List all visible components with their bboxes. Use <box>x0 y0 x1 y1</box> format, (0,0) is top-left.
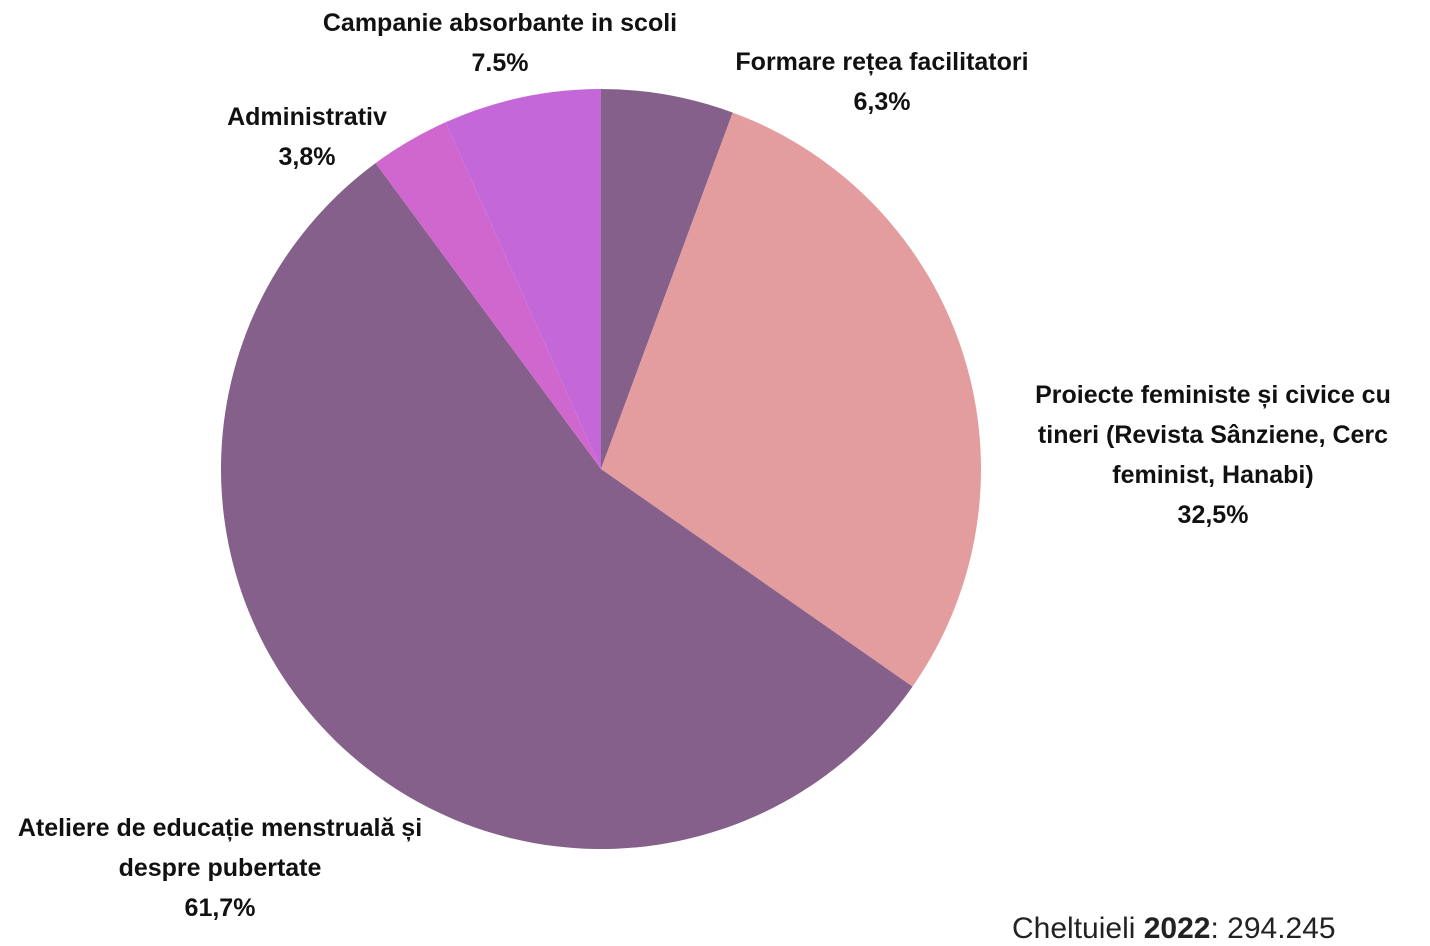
pie-slice <box>601 112 982 687</box>
slice-label: Proiecte feministe și civice cu tineri (… <box>1008 375 1418 535</box>
category-name: Administrativ <box>227 103 387 131</box>
pie-slice <box>601 89 733 469</box>
footer-year: 2022 <box>1143 912 1211 945</box>
value-label: 7.5% <box>471 49 529 77</box>
slice-label: Formare rețea facilitatori 6,3% <box>692 42 1072 122</box>
slice-label: Administrativ 3,8% <box>197 97 417 177</box>
pie-slice <box>375 122 601 469</box>
value-label: 61,7% <box>184 894 256 922</box>
footer: Cheltuieli 2022: 294.245 <box>1012 912 1336 946</box>
category-name: Formare rețea facilitatori <box>735 48 1029 76</box>
slice-label: Campanie absorbante in scoli 7.5% <box>290 3 710 83</box>
value-label: 32,5% <box>1177 501 1249 529</box>
category-name: Ateliere de educație menstruală și despr… <box>17 814 423 882</box>
value-label: 6,3% <box>853 88 911 116</box>
footer-amount: : 294.245 <box>1210 912 1336 945</box>
footer-text: Cheltuieli <box>1012 912 1144 945</box>
category-name: Proiecte feministe și civice cu tineri (… <box>1035 381 1391 489</box>
pie-slice <box>445 89 601 469</box>
category-name: Campanie absorbante in scoli <box>322 9 678 37</box>
pie-slice <box>221 163 913 849</box>
value-label: 3,8% <box>278 143 336 171</box>
slice-label: Ateliere de educație menstruală și despr… <box>0 808 440 928</box>
